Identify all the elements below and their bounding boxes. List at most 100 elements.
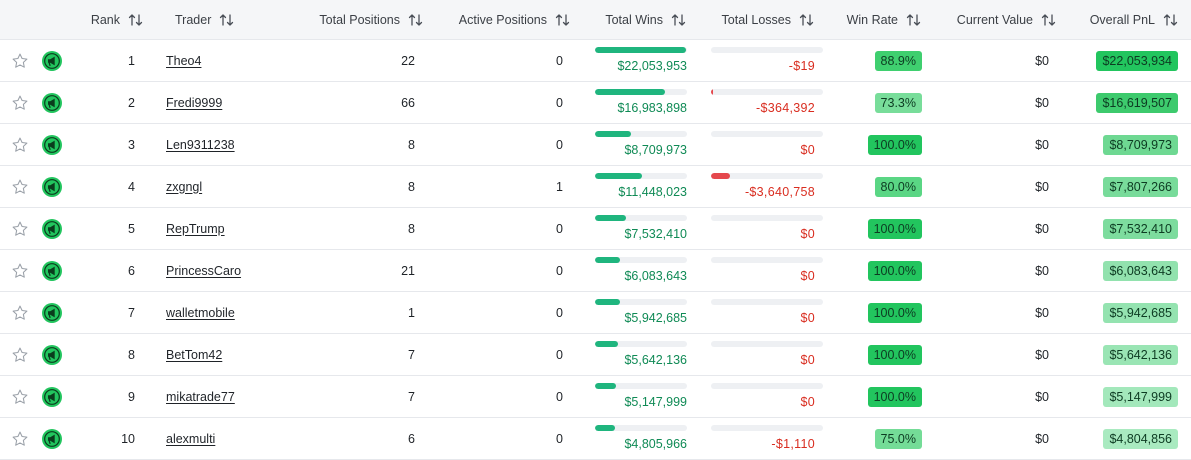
total-positions-cell: 22 [401,53,415,68]
trader-link[interactable]: alexmulti [166,431,216,446]
total-losses-value: -$1,110 [771,437,815,451]
trader-link[interactable]: BetTom42 [166,347,223,362]
total-wins-value: $7,532,410 [624,227,687,241]
table-row[interactable]: 4 zxgngl 8 1 $11,448,023 -$3,640,758 80.… [0,166,1191,208]
total-losses-value: -$364,392 [756,101,815,115]
trader-link[interactable]: PrincessCaro [166,263,242,278]
sort-arrows-icon[interactable] [408,13,423,27]
table-row[interactable]: 5 RepTrump 8 0 $7,532,410 $0 100.0% $0 $… [0,208,1191,250]
losses-bar [711,383,823,389]
star-icon[interactable] [11,178,29,196]
column-header-total-positions[interactable]: Total Positions [290,0,423,40]
losses-bar [711,257,823,263]
trader-link[interactable]: RepTrump [166,221,225,236]
trader-link[interactable]: walletmobile [166,305,235,320]
table-row[interactable]: 10 alexmulti 6 0 $4,805,966 -$1,110 75.0… [0,418,1191,460]
overall-pnl-pill: $5,147,999 [1103,386,1178,407]
total-wins-value: $6,083,643 [624,269,687,283]
wins-bar-fill [595,47,687,53]
table-row[interactable]: 9 mikatrade77 7 0 $5,147,999 $0 100.0% $… [0,376,1191,418]
current-value-cell: $0 [1035,347,1049,362]
losses-bar-fill [711,89,714,95]
overall-pnl-cell: $22,053,934 [1060,40,1178,81]
column-header-total-wins[interactable]: Total Wins [585,0,686,40]
sort-arrows-icon[interactable] [799,13,814,27]
wins-bar [595,257,687,263]
column-header-total-losses[interactable]: Total Losses [700,0,814,40]
table-row[interactable]: 3 Len9311238 8 0 $8,709,973 $0 100.0% $0… [0,124,1191,166]
sort-arrows-icon[interactable] [219,13,234,27]
trader-cell: alexmulti [166,418,215,459]
megaphone-icon[interactable] [41,428,63,450]
column-header-trader[interactable]: Trader [175,0,234,40]
win-rate-cell: 100.0% [845,250,922,291]
wins-bar [595,89,687,95]
column-header-active-positions[interactable]: Active Positions [440,0,570,40]
win-rate-cell: 100.0% [845,124,922,165]
star-icon[interactable] [11,430,29,448]
total-losses-value: $0 [800,227,815,241]
megaphone-icon[interactable] [41,260,63,282]
trader-link[interactable]: mikatrade77 [166,389,235,404]
losses-bar [711,299,823,305]
wins-bar-fill [595,425,616,431]
star-icon[interactable] [11,262,29,280]
current-value-cell: $0 [1035,389,1049,404]
trader-link[interactable]: zxgngl [166,179,203,194]
trader-link[interactable]: Len9311238 [166,137,235,152]
total-wins-value: $16,983,898 [617,101,687,115]
star-icon[interactable] [11,304,29,322]
table-row[interactable]: 2 Fredi9999 66 0 $16,983,898 -$364,392 7… [0,82,1191,124]
table-row[interactable]: 7 walletmobile 1 0 $5,942,685 $0 100.0% … [0,292,1191,334]
win-rate-pill: 100.0% [867,344,922,365]
sort-arrows-icon[interactable] [1041,13,1056,27]
column-header-win-rate[interactable]: Win Rate [830,0,921,40]
column-header-overall-pnl[interactable]: Overall PnL [1075,0,1178,40]
active-positions-cell: 0 [556,137,563,152]
overall-pnl-cell: $5,147,999 [1060,376,1178,417]
column-header-rank[interactable]: Rank [60,0,143,40]
sort-arrows-icon[interactable] [128,13,143,27]
overall-pnl-pill: $22,053,934 [1096,50,1178,71]
trader-cell: RepTrump [166,208,225,249]
star-icon[interactable] [11,136,29,154]
table-row[interactable]: 1 Theo4 22 0 $22,053,953 -$19 88.9% $0 $… [0,40,1191,82]
megaphone-icon[interactable] [41,302,63,324]
megaphone-icon[interactable] [41,134,63,156]
sort-arrows-icon[interactable] [906,13,921,27]
wins-bar-fill [595,341,618,347]
table-row[interactable]: 8 BetTom42 7 0 $5,642,136 $0 100.0% $0 $… [0,334,1191,376]
star-icon[interactable] [11,388,29,406]
megaphone-icon[interactable] [41,92,63,114]
star-icon[interactable] [11,94,29,112]
column-header-current-value[interactable]: Current Value [940,0,1056,40]
trader-link[interactable]: Fredi9999 [166,95,223,110]
win-rate-cell: 80.0% [845,166,922,207]
total-positions-cell: 7 [408,389,415,404]
win-rate-pill: 100.0% [867,302,922,323]
total-losses-value: -$3,640,758 [744,185,815,199]
total-wins-value: $5,942,685 [624,311,687,325]
total-positions-cell: 6 [408,431,415,446]
megaphone-icon[interactable] [41,386,63,408]
total-wins-value: $22,053,953 [617,59,687,73]
wins-bar [595,383,687,389]
table-row[interactable]: 6 PrincessCaro 21 0 $6,083,643 $0 100.0%… [0,250,1191,292]
total-wins-value: $11,448,023 [618,185,687,199]
sort-arrows-icon[interactable] [1163,13,1178,27]
trader-link[interactable]: Theo4 [166,53,202,68]
win-rate-cell: 73.3% [845,82,922,123]
megaphone-icon[interactable] [41,50,63,72]
megaphone-icon[interactable] [41,218,63,240]
megaphone-icon[interactable] [41,344,63,366]
wins-bar [595,215,687,221]
active-positions-cell: 0 [556,305,563,320]
star-icon[interactable] [11,346,29,364]
megaphone-icon[interactable] [41,176,63,198]
sort-arrows-icon[interactable] [555,13,570,27]
star-icon[interactable] [11,52,29,70]
star-icon[interactable] [11,220,29,238]
total-wins-value: $8,709,973 [624,143,687,157]
sort-arrows-icon[interactable] [671,13,686,27]
active-positions-cell: 0 [556,221,563,236]
